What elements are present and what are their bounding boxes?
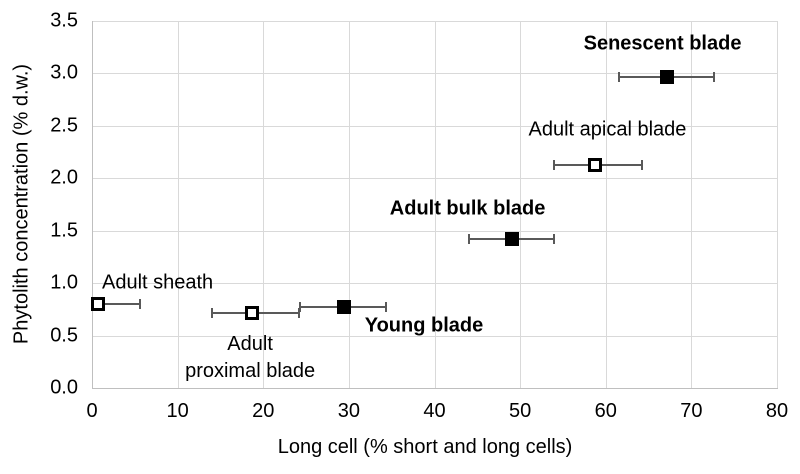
- error-cap-right-adult-bulk-blade: [553, 234, 556, 245]
- error-cap-right-adult-sheath: [138, 299, 141, 310]
- gridline-x-70: [691, 21, 693, 388]
- point-label-senescent-blade: Senescent blade: [583, 32, 742, 55]
- gridline-y-1.5: [92, 230, 777, 232]
- error-cap-right-adult-apical-blade: [640, 159, 643, 170]
- gridline-x-50: [520, 21, 522, 388]
- marker-senescent-blade: [659, 69, 674, 84]
- y-tick-label-2.0: 2.0: [50, 166, 78, 189]
- y-axis-line: [92, 21, 93, 388]
- gridline-x-60: [605, 21, 607, 388]
- error-cap-right-young-blade: [384, 302, 387, 313]
- point-label-young-blade: Young blade: [364, 314, 484, 337]
- point-label-adult-apical-blade: Adult apical blade: [528, 118, 687, 141]
- gridline-y-1: [92, 283, 777, 285]
- error-cap-left-senescent-blade: [618, 71, 621, 82]
- x-tick-label-60: 60: [594, 400, 617, 422]
- marker-young-blade: [336, 300, 351, 315]
- gridline-y-2.5: [92, 125, 777, 127]
- error-bar-adult-sheath: [92, 303, 140, 306]
- marker-adult-bulk-blade: [504, 232, 519, 247]
- y-tick-label-2.5: 2.5: [50, 114, 78, 137]
- y-tick-label-3.0: 3.0: [50, 61, 78, 84]
- y-tick-label-1.0: 1.0: [50, 271, 78, 294]
- y-axis-title: Phytolith concentration (% d.w.): [10, 63, 33, 345]
- x-tick-label-40: 40: [423, 400, 446, 422]
- x-tick-label-0: 0: [86, 400, 98, 422]
- x-tick-label-30: 30: [337, 400, 360, 422]
- y-tick-label-3.5: 3.5: [50, 9, 78, 32]
- x-tick-label-70: 70: [680, 400, 703, 422]
- error-cap-right-adult-proximal-blade: [298, 307, 301, 318]
- gridline-x-30: [348, 21, 350, 388]
- point-label-adult-sheath: Adult sheath: [101, 271, 214, 294]
- gridline-y-2: [92, 178, 777, 180]
- x-tick-label-20: 20: [252, 400, 275, 422]
- gridline-x-10: [177, 21, 179, 388]
- error-cap-right-senescent-blade: [713, 71, 716, 82]
- gridline-y-3.5: [92, 21, 777, 22]
- error-cap-left-adult-proximal-blade: [210, 307, 213, 318]
- gridline-x-40: [434, 21, 436, 388]
- marker-adult-proximal-blade: [245, 305, 260, 320]
- y-tick-label-0.0: 0.0: [50, 376, 78, 399]
- gridline-y-3: [92, 73, 777, 75]
- marker-adult-apical-blade: [588, 157, 603, 172]
- marker-adult-sheath: [90, 297, 105, 312]
- y-tick-label-1.5: 1.5: [50, 219, 78, 242]
- x-tick-label-80: 80: [765, 400, 789, 422]
- y-tick-label-0.5: 0.5: [50, 324, 78, 347]
- error-cap-left-adult-apical-blade: [552, 159, 555, 170]
- gridline-x-20: [263, 21, 265, 388]
- error-cap-left-young-blade: [299, 302, 302, 313]
- error-cap-left-adult-bulk-blade: [467, 234, 470, 245]
- x-axis-title: Long cell (% short and long cells): [277, 436, 573, 458]
- gridline-x-80: [777, 21, 778, 388]
- x-tick-label-10: 10: [166, 400, 189, 422]
- x-tick-label-50: 50: [509, 400, 532, 422]
- x-axis-line: [92, 388, 778, 389]
- gridline-y-0.5: [92, 335, 777, 337]
- point-label-adult-proximal-blade: Adult proximal blade: [185, 332, 316, 382]
- point-label-adult-bulk-blade: Adult bulk blade: [389, 197, 546, 220]
